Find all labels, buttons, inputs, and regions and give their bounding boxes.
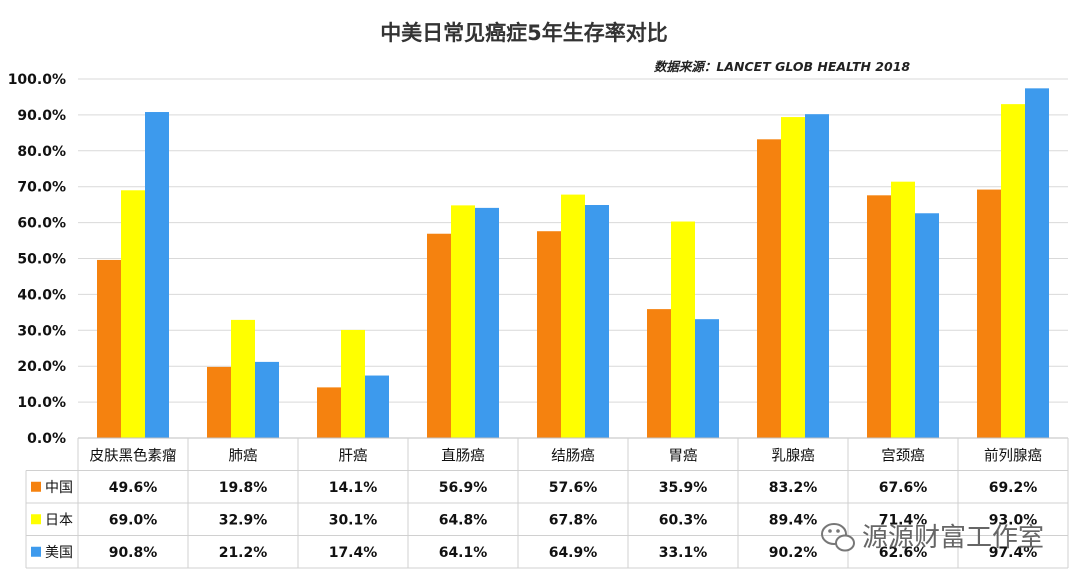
data-label: 32.9% <box>219 512 268 528</box>
bar-美国-结肠癌 <box>585 205 609 438</box>
data-label: 67.6% <box>879 480 928 496</box>
x-tick-label: 肺癌 <box>229 447 258 464</box>
x-tick-label: 宫颈癌 <box>881 447 925 464</box>
y-tick-label: 70.0% <box>17 180 66 196</box>
bar-日本-前列腺癌 <box>1001 104 1025 438</box>
data-label: 64.9% <box>549 545 598 561</box>
data-label: 21.2% <box>219 545 268 561</box>
data-label: 90.8% <box>109 545 158 561</box>
bar-美国-宫颈癌 <box>915 213 939 438</box>
bar-中国-直肠癌 <box>427 233 451 438</box>
legend-label: 美国 <box>45 545 73 561</box>
bar-日本-肺癌 <box>231 319 255 438</box>
wechat-icon <box>821 523 855 552</box>
y-tick-label: 40.0% <box>17 287 66 303</box>
bar-美国-直肠癌 <box>475 207 499 438</box>
bar-中国-宫颈癌 <box>867 195 891 438</box>
data-label: 69.2% <box>989 480 1038 496</box>
data-label: 89.4% <box>769 512 818 528</box>
data-label: 19.8% <box>219 480 268 496</box>
x-tick-label: 胃癌 <box>669 447 698 464</box>
y-tick-label: 10.0% <box>17 395 66 411</box>
y-tick-label: 100.0% <box>8 72 66 88</box>
bar-日本-结肠癌 <box>561 194 585 438</box>
data-label: 56.9% <box>439 480 488 496</box>
x-tick-label: 皮肤黑色素瘤 <box>90 447 177 464</box>
data-label: 67.8% <box>549 512 598 528</box>
data-label: 35.9% <box>659 480 708 496</box>
legend-label: 中国 <box>45 480 73 496</box>
data-label: 69.0% <box>109 512 158 528</box>
bar-日本-肝癌 <box>341 329 365 438</box>
chart-source: 数据来源：LANCET GLOB HEALTH 2018 <box>654 59 910 74</box>
y-tick-label: 20.0% <box>17 359 66 375</box>
bar-日本-乳腺癌 <box>781 117 805 438</box>
legend-label: 日本 <box>45 512 73 528</box>
data-label: 71.4% <box>879 512 928 528</box>
legend-swatch <box>31 481 41 492</box>
data-label: 64.1% <box>439 545 488 561</box>
bar-日本-直肠癌 <box>451 205 475 438</box>
data-label: 33.1% <box>659 545 708 561</box>
bar-美国-乳腺癌 <box>805 114 829 438</box>
data-label: 60.3% <box>659 512 708 528</box>
data-label: 83.2% <box>769 480 818 496</box>
data-label: 97.4% <box>989 545 1038 561</box>
bar-美国-前列腺癌 <box>1025 88 1049 439</box>
watermark-text: 源源财富工作室 <box>862 523 1044 553</box>
y-tick-label: 30.0% <box>17 323 66 339</box>
y-tick-label: 80.0% <box>17 144 66 160</box>
bar-日本-胃癌 <box>671 221 695 438</box>
bar-美国-皮肤黑色素瘤 <box>145 112 169 438</box>
y-tick-label: 0.0% <box>27 431 66 447</box>
bar-美国-肝癌 <box>365 375 389 438</box>
x-tick-label: 前列腺癌 <box>984 447 1042 464</box>
bar-中国-皮肤黑色素瘤 <box>97 259 121 438</box>
bar-中国-胃癌 <box>647 309 671 438</box>
y-tick-label: 60.0% <box>17 216 66 232</box>
x-tick-label: 乳腺癌 <box>771 447 815 464</box>
bar-中国-乳腺癌 <box>757 139 781 438</box>
watermark: 源源财富工作室 <box>821 523 1044 553</box>
x-tick-label: 肝癌 <box>339 447 368 464</box>
data-label: 17.4% <box>329 545 378 561</box>
data-label: 49.6% <box>109 480 158 496</box>
bar-中国-前列腺癌 <box>977 189 1001 438</box>
bar-中国-结肠癌 <box>537 231 561 438</box>
data-label: 57.6% <box>549 480 598 496</box>
chart-title: 中美日常见癌症5年生存率对比 <box>380 21 668 45</box>
data-label: 90.2% <box>769 545 818 561</box>
data-label: 64.8% <box>439 512 488 528</box>
data-label: 62.6% <box>879 545 928 561</box>
legend-swatch <box>31 546 41 557</box>
bar-中国-肝癌 <box>317 387 341 438</box>
bar-日本-宫颈癌 <box>891 181 915 438</box>
bars <box>97 88 1049 439</box>
bar-美国-胃癌 <box>695 319 719 438</box>
bar-日本-皮肤黑色素瘤 <box>121 190 145 438</box>
legend-swatch <box>31 514 41 525</box>
data-label: 30.1% <box>329 512 378 528</box>
data-label: 14.1% <box>329 480 378 496</box>
x-tick-label: 结肠癌 <box>551 447 595 464</box>
x-tick-label: 直肠癌 <box>441 447 485 464</box>
bar-美国-肺癌 <box>255 361 279 438</box>
data-label: 93.0% <box>989 512 1038 528</box>
y-tick-label: 90.0% <box>17 108 66 124</box>
y-tick-label: 50.0% <box>17 252 66 268</box>
bar-中国-肺癌 <box>207 366 231 438</box>
y-axis: 0.0% 10.0% 20.0% 30.0% 40.0% 50.0% 60.0% 70.0% 8… <box>8 72 66 447</box>
